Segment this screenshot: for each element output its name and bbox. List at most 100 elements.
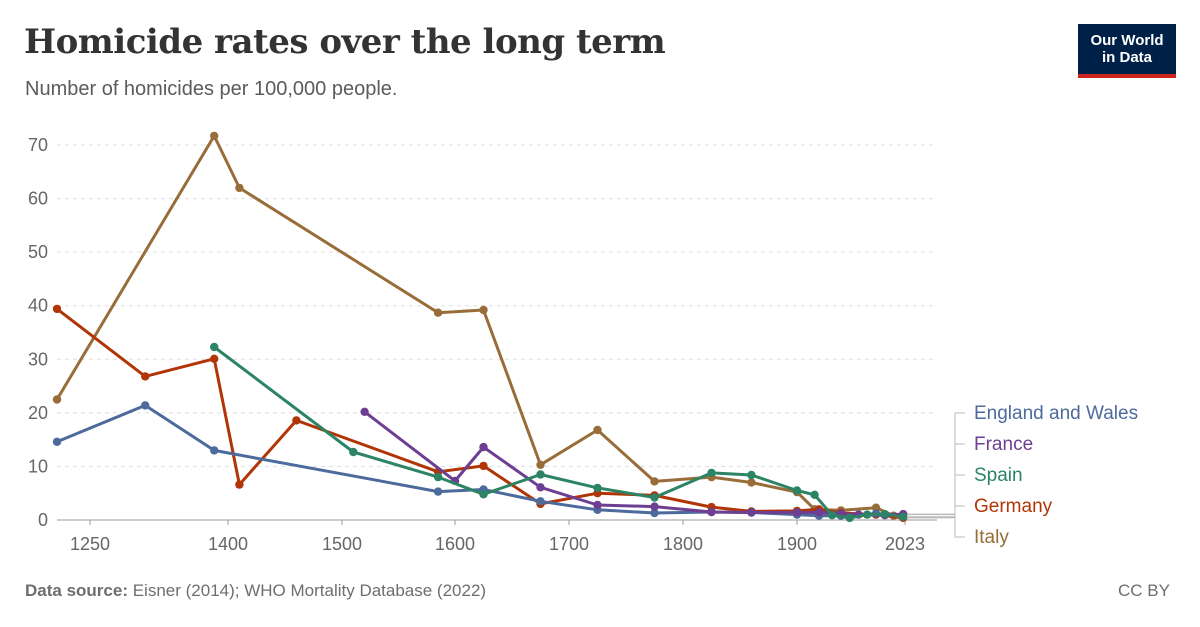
data-point-england-and-wales [747,508,756,517]
data-point-england-and-wales [707,507,716,517]
data-point-germany [871,510,881,519]
data-point-spain [845,513,854,523]
data-point-italy [433,308,443,317]
data-point-spain [747,470,756,480]
legend-label-germany: Germany [974,496,1053,517]
y-tick-label: 10 [28,456,48,476]
data-point-spain [650,493,659,502]
x-tick-label: 1900 [777,534,817,554]
data-point-italy [593,425,602,435]
data-point-england-and-wales [536,497,545,506]
y-tick-label: 0 [38,510,48,530]
legend-label-italy: Italy [974,527,1009,548]
data-point-spain [349,447,358,457]
legend-connector [907,412,965,516]
y-tick-label: 70 [28,135,48,155]
data-point-italy [747,478,756,487]
data-point-spain [433,472,443,482]
data-point-germany [536,499,545,509]
data-point-england-and-wales [871,509,881,518]
data-point-france [360,407,369,416]
data-point-italy [899,513,908,522]
data-point-germany [479,461,488,471]
series-line-france [363,410,904,517]
x-tick-label: 1250 [70,534,110,554]
data-point-germany [292,416,301,425]
data-point-england-and-wales [814,511,824,520]
data-point-england-and-wales [650,508,659,518]
data-point-england-and-wales [433,487,443,496]
data-point-england-and-wales [479,485,488,494]
data-point-france [450,476,460,486]
data-point-germany [210,354,219,363]
x-tick-label: 2023 [885,534,925,554]
legend-connector [907,505,965,519]
data-point-france [792,508,802,517]
series-line-italy [55,134,904,519]
data-point-italy [889,511,898,520]
y-tick-label: 30 [28,349,48,369]
chart-subtitle: Number of homicides per 100,000 people. [25,78,398,100]
data-point-germany [235,480,244,489]
data-point-italy [871,503,881,512]
logo-accent-bar [1078,74,1176,78]
y-tick-label: 20 [28,403,48,423]
x-tick-label: 1700 [549,534,589,554]
logo-line-2: in Data [1101,49,1152,66]
data-point-germany [836,508,846,518]
data-point-france [479,442,488,452]
x-tick-label: 1500 [322,534,362,554]
series-line-spain [213,345,904,520]
owid-logo[interactable]: Our World in Data [1078,24,1176,78]
data-point-germany [593,489,602,498]
data-point-france [536,483,545,492]
data-point-england-and-wales [836,511,846,520]
data-point-spain [536,470,545,479]
data-point-england-and-wales [792,510,802,519]
data-point-england-and-wales [141,401,150,410]
legend-label-spain: Spain [974,465,1023,486]
data-point-italy [707,472,716,482]
data-point-italy [792,487,802,497]
data-point-england-and-wales [210,446,219,455]
data-point-germany [747,507,756,516]
data-point-spain [707,468,716,478]
data-source-label: Data source: [25,581,128,600]
data-point-france [747,508,756,517]
data-point-france [814,508,824,517]
data-point-italy [836,506,846,515]
data-point-germany [707,502,716,512]
data-source-text[interactable]: Eisner (2014); WHO Mortality Database (2… [132,581,487,600]
data-point-italy [650,477,659,486]
license-text[interactable]: CC BY [1118,581,1170,600]
series-line-germany [56,307,904,520]
data-point-spain [810,490,819,499]
data-point-germany [792,506,802,516]
data-point-spain [479,490,488,499]
data-point-england-and-wales [52,437,62,446]
data-point-germany [52,304,62,314]
data-point-germany [650,491,659,500]
data-point-spain [827,511,837,520]
data-point-france [836,509,846,518]
data-point-spain [863,510,872,519]
data-point-spain [899,512,908,521]
x-tick-label: 1400 [208,534,248,554]
data-point-france [650,502,659,511]
data-point-spain [593,483,602,493]
data-point-spain [792,486,802,495]
data-point-france [593,500,602,510]
y-tick-label: 60 [28,189,48,209]
data-point-france [880,511,889,520]
data-point-france [899,509,908,519]
y-tick-label: 50 [28,242,48,262]
data-point-italy [235,183,244,193]
x-tick-label: 1600 [435,534,475,554]
data-point-france [707,507,716,517]
data-point-england-and-wales [899,510,908,519]
data-point-spain [880,509,889,519]
data-point-germany [899,513,908,523]
data-source: Data source: Eisner (2014); WHO Mortalit… [25,581,486,601]
data-point-england-and-wales [593,505,602,514]
data-point-germany [433,467,443,476]
